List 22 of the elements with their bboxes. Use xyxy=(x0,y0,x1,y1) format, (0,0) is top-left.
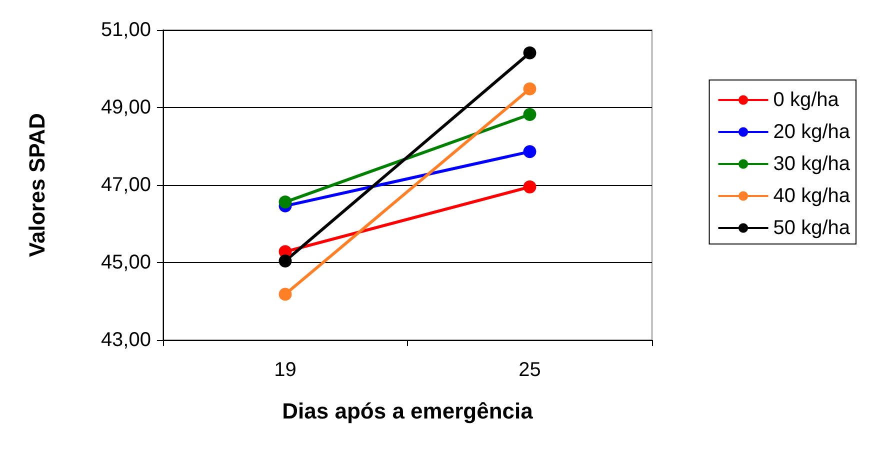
point xyxy=(523,46,536,60)
legend-label: 0 kg/ha xyxy=(773,89,840,111)
point xyxy=(523,180,536,194)
point xyxy=(278,288,292,301)
y-tick-label: 45,00 xyxy=(100,252,151,274)
point xyxy=(523,108,536,121)
x-axis-title: Dias após a emergência xyxy=(282,398,534,424)
x-tick-label: 19 xyxy=(274,359,296,381)
y-tick-label: 49,00 xyxy=(100,96,151,118)
legend-label: 40 kg/ha xyxy=(773,185,851,207)
legend-label: 30 kg/ha xyxy=(773,153,851,175)
y-tick-label: 47,00 xyxy=(100,174,151,196)
point xyxy=(278,254,292,268)
y-tick-label: 43,00 xyxy=(100,329,151,351)
legend-label: 20 kg/ha xyxy=(773,121,851,143)
point xyxy=(523,145,536,158)
y-tick-label: 51,00 xyxy=(100,19,151,41)
point xyxy=(278,196,292,209)
legend-label: 50 kg/ha xyxy=(773,217,851,239)
x-tick-label: 25 xyxy=(518,359,541,381)
point xyxy=(523,82,536,96)
y-axis-title: Valores SPAD xyxy=(24,113,50,257)
